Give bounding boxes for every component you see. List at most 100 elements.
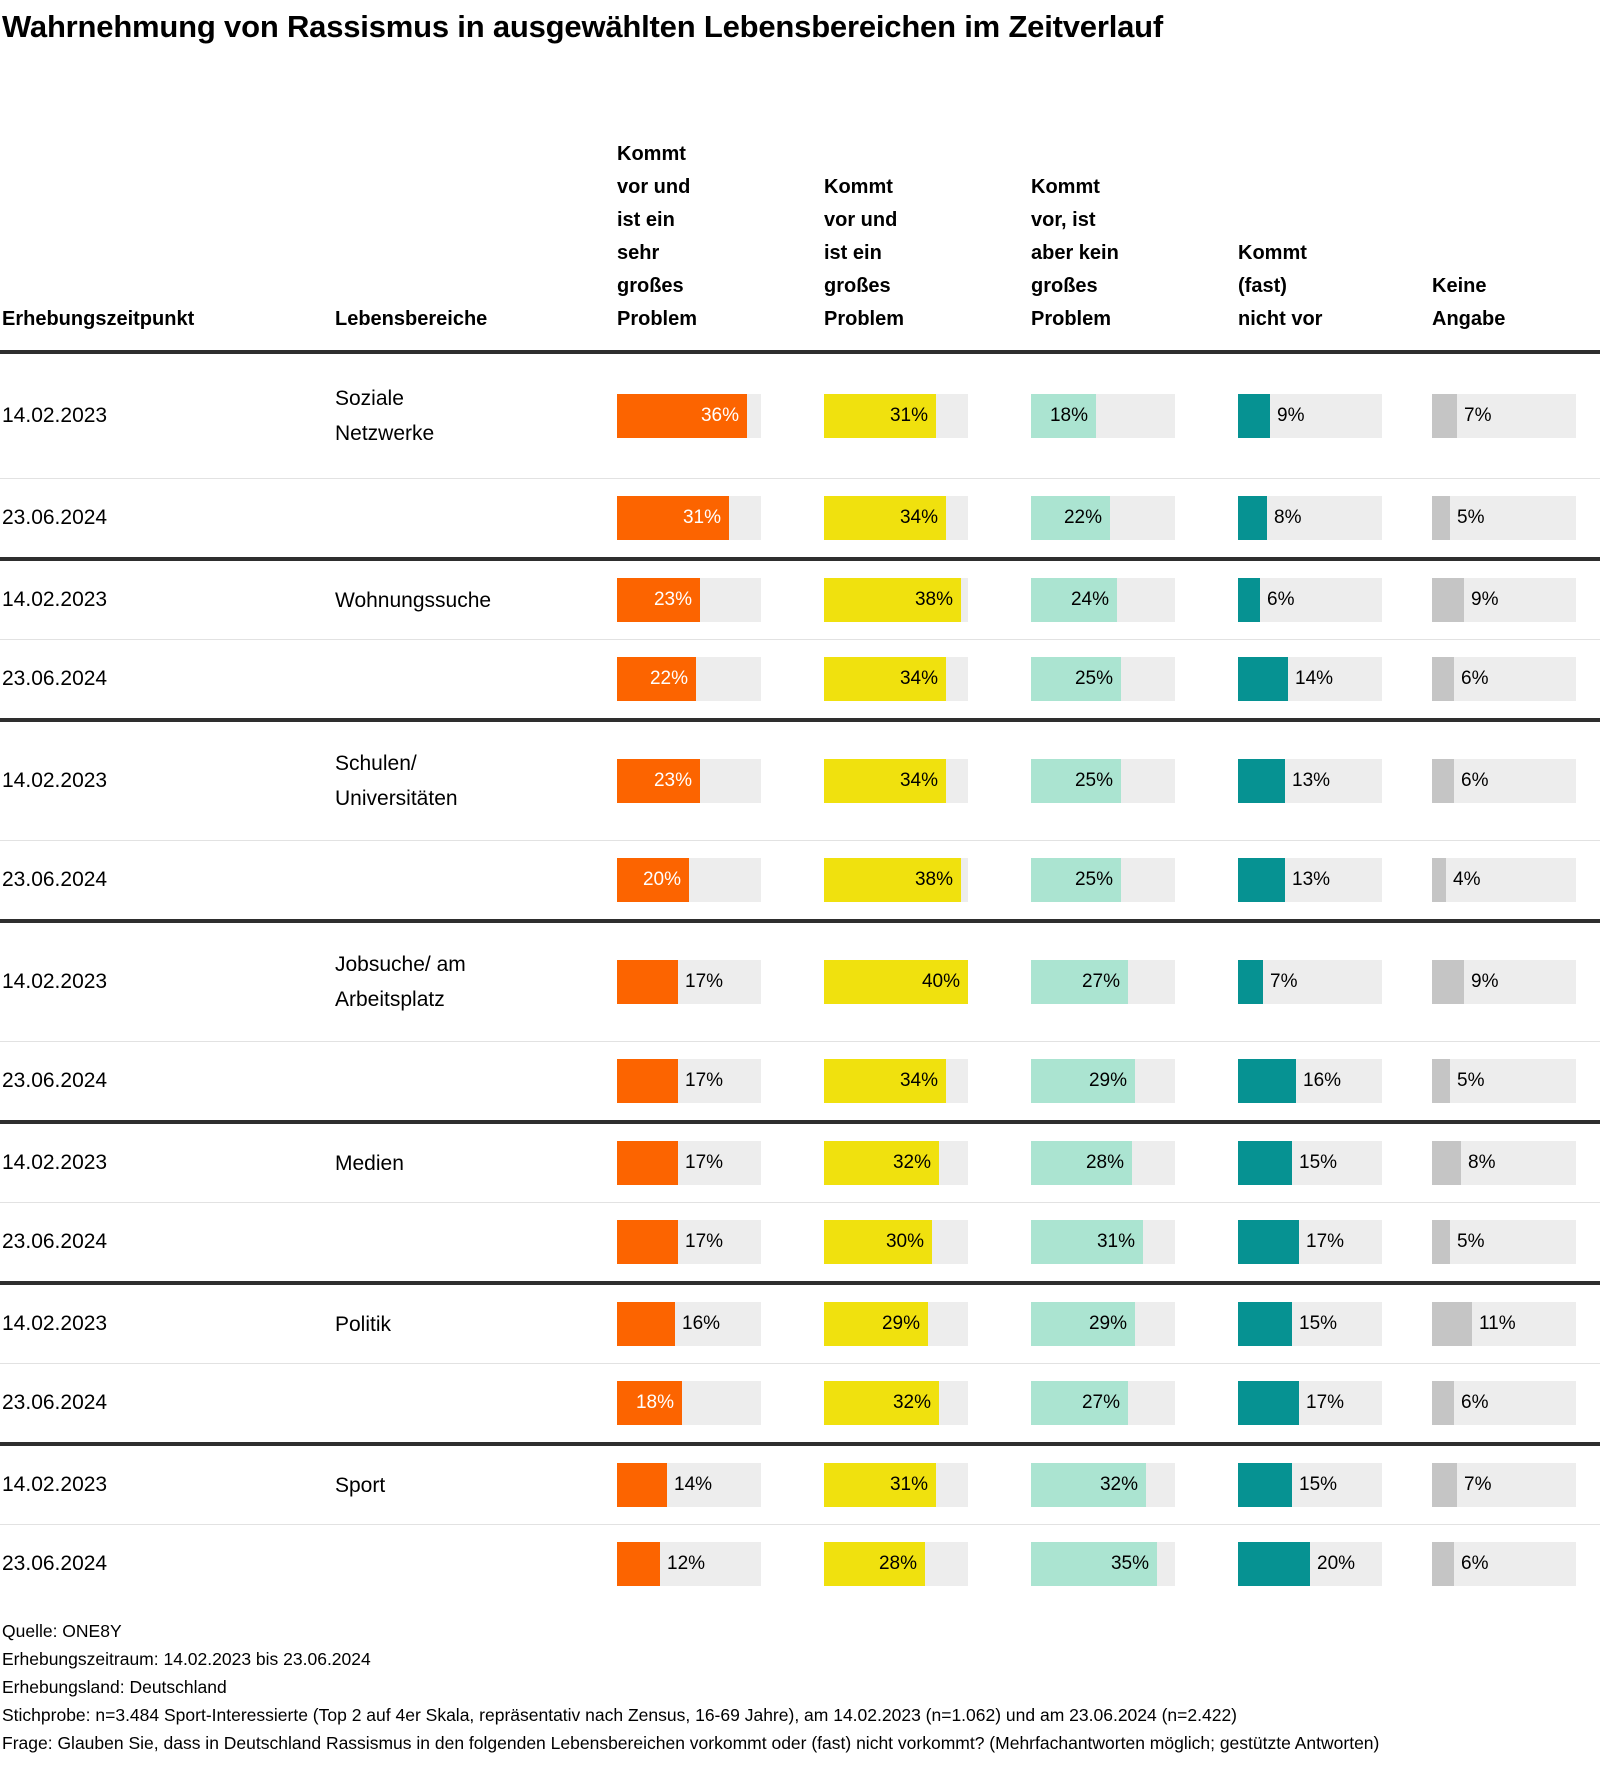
bar-value-label: 23% <box>653 589 692 610</box>
bar-fill <box>1031 858 1121 902</box>
bar-value-label: 9% <box>1277 405 1305 426</box>
bar-value-label: 24% <box>1070 589 1109 610</box>
bar-cell: 8% <box>1432 1141 1576 1185</box>
date-label: 14.02.2023 <box>2 1151 108 1174</box>
bar-track: 14% <box>617 1463 761 1507</box>
bar-track: 17% <box>617 960 761 1004</box>
bar-fill <box>824 1059 946 1103</box>
bar-track: 11% <box>1432 1302 1576 1346</box>
header-line: Problem <box>617 308 698 330</box>
row-divider <box>0 1202 1600 1203</box>
bar-fill <box>1031 960 1128 1004</box>
bar-fill <box>1031 1059 1135 1103</box>
date-label: 14.02.2023 <box>2 1312 108 1335</box>
bar-value-label: 31% <box>889 405 928 426</box>
row-divider <box>0 1041 1600 1042</box>
group-divider <box>0 557 1600 561</box>
bar-value-label: 31% <box>889 1474 928 1495</box>
bar-cell: 5% <box>1432 496 1576 540</box>
bar-track: 13% <box>1238 858 1382 902</box>
row-divider <box>0 639 1600 640</box>
bar-cell: 27% <box>1031 1381 1175 1425</box>
bar-cell: 25% <box>1031 759 1175 803</box>
bar-fill <box>1432 657 1454 701</box>
bar-track: 31% <box>824 394 968 438</box>
table-row: 23.06.2024 20% 38% 25% 13% 4% <box>0 841 1600 919</box>
bar-value-label: 31% <box>1096 1231 1135 1252</box>
bar-track: 31% <box>617 496 761 540</box>
bar-track: 20% <box>1238 1542 1382 1586</box>
bar-value-label: 25% <box>1074 770 1113 791</box>
bar-track: 34% <box>824 496 968 540</box>
bar-fill <box>1432 1059 1450 1103</box>
table-row: 23.06.2024 22% 34% 25% 14% 6% <box>0 640 1600 718</box>
group-divider <box>0 919 1600 923</box>
bar-fill <box>1031 496 1110 540</box>
bar-track: 29% <box>824 1302 968 1346</box>
chart-title: Wahrnehmung von Rassismus in ausgewählte… <box>2 9 1164 44</box>
date-label: 23.06.2024 <box>2 1069 108 1092</box>
header-line: sehr <box>617 242 660 264</box>
bar-cell: 7% <box>1432 394 1576 438</box>
bar-cell: 36% <box>617 394 761 438</box>
row-divider <box>0 840 1600 841</box>
bar-cell: 28% <box>824 1542 968 1586</box>
bar-track: 36% <box>617 394 761 438</box>
bar-fill <box>1031 1220 1143 1264</box>
bar-track: 5% <box>1432 1220 1576 1264</box>
bar-fill <box>617 1220 678 1264</box>
table-row: 14.02.2023 Medien 17% 32% 28% 15% 8% <box>0 1124 1600 1202</box>
bar-value-label: 6% <box>1267 589 1295 610</box>
table-row: 14.02.2023 Soziale Netzwerke 36% 31% 18% 9% 7% <box>0 354 1600 478</box>
header-line: Kommt <box>617 143 686 165</box>
bar-cell: 23% <box>617 759 761 803</box>
bar-track: 15% <box>1238 1141 1382 1185</box>
header-line: großes <box>824 275 891 297</box>
footnote-line: Erhebungsland: Deutschland <box>2 1677 227 1697</box>
bar-value-label: 29% <box>1088 1070 1127 1091</box>
bar-value-label: 27% <box>1081 971 1120 992</box>
bar-cell: 35% <box>1031 1542 1175 1586</box>
bar-fill <box>617 394 747 438</box>
bar-value-label: 23% <box>653 770 692 791</box>
bar-value-label: 34% <box>899 1070 938 1091</box>
bar-track: 6% <box>1432 657 1576 701</box>
bar-cell: 31% <box>617 496 761 540</box>
bar-cell: 15% <box>1238 1141 1382 1185</box>
bar-value-label: 9% <box>1471 971 1499 992</box>
bar-value-label: 25% <box>1074 668 1113 689</box>
area-label: Medien <box>335 1146 617 1181</box>
bar-value-label: 4% <box>1453 869 1481 890</box>
date-label: 23.06.2024 <box>2 1230 108 1253</box>
bar-value-label: 34% <box>899 770 938 791</box>
header-divider <box>0 350 1600 354</box>
area-label-line: Netzwerke <box>335 422 435 445</box>
column-header-measure-2: Kommt vor und ist ein großes Problem <box>824 171 968 336</box>
bar-track: 8% <box>1432 1141 1576 1185</box>
bar-fill <box>1238 496 1267 540</box>
bar-track: 7% <box>1238 960 1382 1004</box>
bar-track: 5% <box>1432 496 1576 540</box>
bar-track: 14% <box>1238 657 1382 701</box>
bar-fill <box>1432 578 1464 622</box>
date-label: 23.06.2024 <box>2 868 108 891</box>
bar-track: 30% <box>824 1220 968 1264</box>
bar-fill <box>824 1381 939 1425</box>
bar-cell: 8% <box>1238 496 1382 540</box>
bar-fill <box>1432 858 1446 902</box>
bar-track: 9% <box>1432 960 1576 1004</box>
bar-track: 32% <box>824 1141 968 1185</box>
bar-track: 16% <box>617 1302 761 1346</box>
bar-fill <box>1432 1141 1461 1185</box>
bar-fill <box>1432 496 1450 540</box>
bar-cell: 27% <box>1031 960 1175 1004</box>
bar-fill <box>1432 1381 1454 1425</box>
bar-value-label: 18% <box>1049 405 1088 426</box>
bar-track: 28% <box>1031 1141 1175 1185</box>
bar-cell: 40% <box>824 960 968 1004</box>
footnote-line: Frage: Glauben Sie, dass in Deutschland … <box>2 1733 1380 1753</box>
header-line: Kommt <box>1031 176 1100 198</box>
bar-track: 7% <box>1432 394 1576 438</box>
bar-track: 31% <box>824 1463 968 1507</box>
bar-value-label: 5% <box>1457 507 1485 528</box>
